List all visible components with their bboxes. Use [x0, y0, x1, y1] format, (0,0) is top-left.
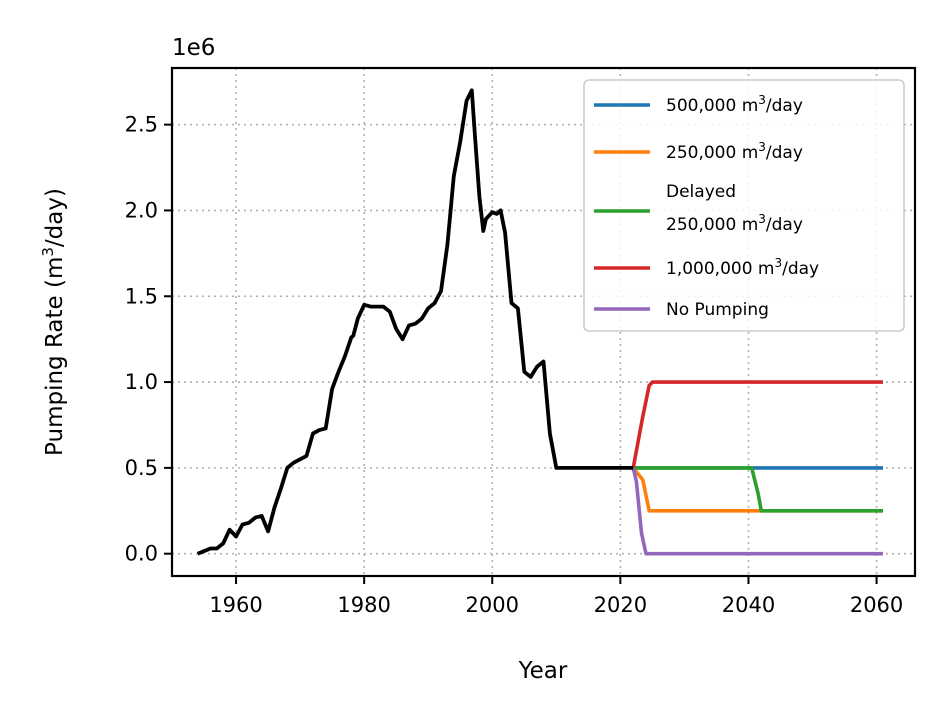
- x-tick-label: 2000: [466, 593, 519, 617]
- y-axis-label: Pumping Rate (m3/day): [39, 188, 68, 456]
- y-tick-label: 1.0: [125, 370, 158, 394]
- legend-label-delayed-line1: Delayed: [666, 182, 736, 202]
- x-axis-label: Year: [518, 658, 568, 684]
- series-no-pumping-line: [631, 467, 883, 556]
- plot-frame: [170, 66, 917, 578]
- series-1m-line: [631, 380, 883, 469]
- y-tick-label: 1.5: [125, 284, 158, 308]
- legend-label-250k: 250,000 m3/day: [666, 140, 803, 163]
- offset-text: 1e6: [172, 35, 215, 61]
- x-tick-label: 2020: [594, 593, 647, 617]
- y-axis-label-sup: 3: [39, 247, 57, 257]
- y-axis-label-tail: /day): [42, 188, 68, 247]
- y-tick-label: 2.5: [125, 113, 158, 137]
- y-axis-label-main: Pumping Rate (m: [42, 257, 68, 456]
- y-tick-label: 2.0: [125, 198, 158, 222]
- x-tick-label: 1960: [209, 593, 262, 617]
- data-lines: [196, 88, 883, 556]
- legend: 500,000 m3/day 250,000 m3/day Delayed 25…: [583, 79, 905, 332]
- legend-label-no-pumping: No Pumping: [666, 300, 769, 320]
- y-tick-label: 0.0: [125, 542, 158, 566]
- y-ticks: 0.0 0.5 1.0 1.5 2.0 2.5: [125, 113, 172, 566]
- legend-label-1m: 1,000,000 m3/day: [666, 256, 819, 279]
- x-tick-label: 2040: [722, 593, 775, 617]
- x-ticks: 1960 1980 2000 2020 2040 2060: [209, 576, 903, 617]
- series-delayed-250k-line: [633, 466, 883, 513]
- x-tick-label: 1980: [337, 593, 390, 617]
- historical-line: [196, 88, 634, 556]
- y-tick-label: 0.5: [125, 456, 158, 480]
- legend-label-delayed-line2: 250,000 m3/day: [666, 212, 803, 235]
- legend-box: [583, 79, 905, 332]
- x-tick-label: 2060: [850, 593, 903, 617]
- legend-label-500k: 500,000 m3/day: [666, 93, 803, 116]
